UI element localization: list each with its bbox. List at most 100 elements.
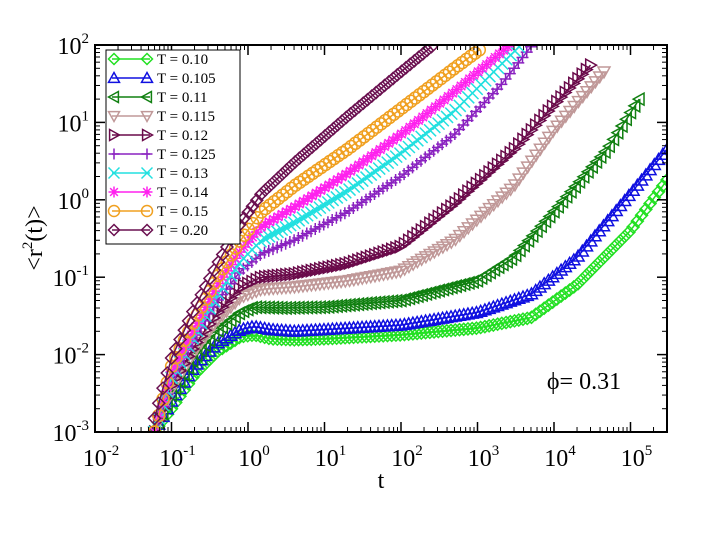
legend-entry: T = 0.115	[107, 109, 215, 125]
data-point	[449, 195, 463, 211]
data-point	[407, 53, 422, 68]
data-point	[512, 136, 527, 152]
data-point	[283, 218, 297, 232]
data-point	[545, 125, 561, 139]
data-point	[199, 301, 212, 314]
data-point	[309, 262, 323, 278]
data-point	[559, 189, 573, 204]
data-point	[541, 298, 556, 313]
data-point	[270, 225, 285, 239]
data-point	[351, 177, 365, 191]
data-point	[208, 285, 221, 298]
data-point	[191, 317, 204, 330]
data-point	[301, 264, 315, 279]
data-point	[283, 300, 297, 316]
data-point	[524, 310, 539, 325]
data-point	[528, 283, 543, 297]
data-point	[431, 283, 445, 298]
data-point	[306, 189, 319, 202]
data-point	[399, 97, 414, 112]
data-point	[297, 265, 311, 280]
data-point	[305, 263, 319, 278]
data-point	[434, 71, 448, 86]
x-tick-label-exp: 4	[568, 443, 576, 459]
x-tick-label-exp: 3	[492, 443, 500, 459]
data-point	[169, 350, 183, 365]
data-point	[550, 199, 564, 214]
x-tick-label: 104	[544, 443, 576, 472]
data-point	[453, 277, 467, 293]
data-point	[346, 274, 362, 288]
x-tick-label-exp: 1	[339, 443, 347, 459]
data-point	[317, 198, 331, 212]
data-point	[567, 179, 581, 194]
data-point	[177, 333, 192, 348]
data-point	[500, 149, 514, 164]
data-point	[490, 298, 505, 312]
data-point	[571, 95, 586, 109]
data-point	[288, 266, 302, 282]
data-point	[516, 167, 531, 181]
data-point	[220, 264, 233, 277]
data-point	[310, 187, 323, 200]
data-point	[427, 284, 441, 299]
data-point	[340, 168, 353, 181]
data-point	[589, 154, 603, 170]
legend-label: T = 0.13	[157, 166, 208, 182]
axis-ticks: 10-2 10-1 100 101 102 103 104 10510-310-210-110…	[53, 31, 668, 472]
data-point	[300, 143, 315, 158]
data-point	[342, 274, 357, 288]
data-point	[442, 65, 457, 79]
data-point	[521, 233, 535, 248]
series-0.13	[147, 45, 526, 432]
data-point	[387, 107, 401, 121]
data-point	[541, 272, 556, 286]
data-point	[512, 243, 526, 258]
data-point	[304, 300, 318, 315]
data-point	[596, 250, 611, 266]
data-point	[545, 295, 560, 310]
data-point	[425, 78, 440, 92]
legend-marker	[139, 90, 153, 104]
legend-marker	[140, 223, 154, 237]
data-point	[406, 289, 420, 305]
data-point	[537, 137, 552, 151]
y-tick-label-exp: -1	[77, 263, 90, 279]
legend-marker	[140, 110, 154, 124]
legend-entry: T = 0.125	[108, 147, 216, 163]
data-point	[386, 71, 401, 86]
data-point	[609, 238, 624, 253]
x-tick-label-base: 10	[159, 446, 183, 472]
data-point	[369, 146, 382, 159]
data-point	[630, 214, 645, 229]
x-tick-label: 10-1	[159, 443, 196, 472]
x-tick-label: 10-2	[83, 443, 120, 472]
data-point	[363, 270, 379, 285]
data-point	[378, 113, 393, 128]
axis-labels: t <r2(t)> ϕ= 0.31	[20, 205, 621, 494]
x-tick-label-exp: -1	[183, 443, 196, 459]
legend-marker	[107, 223, 121, 237]
y-tick-label: 10-1	[53, 263, 90, 292]
data-point	[348, 162, 361, 175]
data-point	[515, 312, 531, 327]
data-point	[511, 312, 526, 328]
data-point	[606, 132, 620, 147]
x-tick-label-base: 10	[238, 446, 262, 472]
data-point	[403, 57, 418, 72]
legend-marker	[107, 166, 121, 180]
data-point	[287, 300, 301, 316]
data-point	[253, 187, 269, 202]
data-point	[412, 88, 427, 102]
data-point	[419, 286, 433, 302]
data-point	[583, 263, 598, 278]
legend-label: T = 0.125	[157, 147, 216, 163]
data-point	[634, 208, 649, 223]
data-point	[446, 62, 461, 76]
data-point	[507, 179, 523, 193]
data-point	[580, 164, 594, 180]
data-point	[369, 120, 384, 134]
data-point	[360, 92, 375, 107]
data-point	[220, 295, 235, 310]
data-point	[160, 375, 175, 390]
